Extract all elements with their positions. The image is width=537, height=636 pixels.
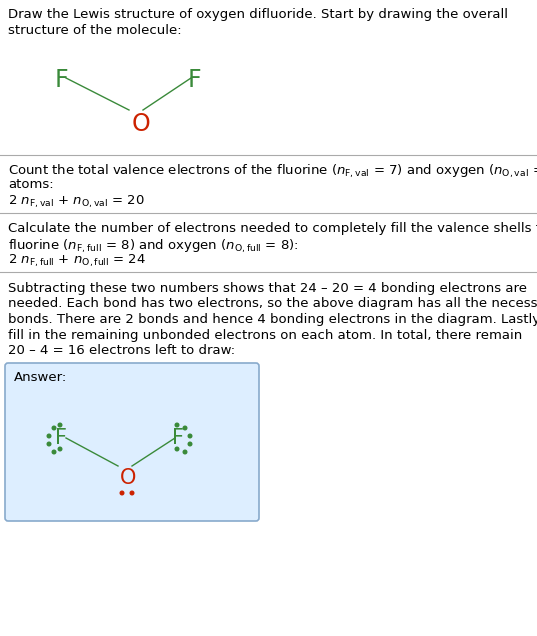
Text: Count the total valence electrons of the fluorine ($n_\mathregular{F,val}$ = 7) : Count the total valence electrons of the… (8, 163, 537, 180)
Circle shape (175, 423, 179, 427)
Text: Draw the Lewis structure of oxygen difluoride. Start by drawing the overall: Draw the Lewis structure of oxygen diflu… (8, 8, 508, 21)
Text: Subtracting these two numbers shows that 24 – 20 = 4 bonding electrons are: Subtracting these two numbers shows that… (8, 282, 527, 295)
Text: structure of the molecule:: structure of the molecule: (8, 24, 182, 36)
Text: bonds. There are 2 bonds and hence 4 bonding electrons in the diagram. Lastly,: bonds. There are 2 bonds and hence 4 bon… (8, 313, 537, 326)
Circle shape (58, 423, 62, 427)
Text: F: F (55, 68, 69, 92)
Circle shape (120, 491, 124, 495)
Text: F: F (172, 428, 184, 448)
Circle shape (188, 442, 192, 446)
Text: F: F (188, 68, 201, 92)
Text: 20 – 4 = 16 electrons left to draw:: 20 – 4 = 16 electrons left to draw: (8, 344, 235, 357)
Circle shape (183, 450, 187, 454)
Text: fluorine ($n_\mathregular{F,full}$ = 8) and oxygen ($n_\mathregular{O,full}$ = 8: fluorine ($n_\mathregular{F,full}$ = 8) … (8, 237, 299, 254)
Circle shape (183, 426, 187, 430)
Text: 2 $n_\mathregular{F,val}$ + $n_\mathregular{O,val}$ = 20: 2 $n_\mathregular{F,val}$ + $n_\mathregu… (8, 194, 145, 211)
Circle shape (58, 447, 62, 451)
Text: O: O (132, 112, 151, 136)
Text: Answer:: Answer: (14, 371, 67, 384)
Text: needed. Each bond has two electrons, so the above diagram has all the necessary: needed. Each bond has two electrons, so … (8, 298, 537, 310)
Text: 2 $n_\mathregular{F,full}$ + $n_\mathregular{O,full}$ = 24: 2 $n_\mathregular{F,full}$ + $n_\mathreg… (8, 253, 146, 270)
Text: atoms:: atoms: (8, 179, 54, 191)
Circle shape (188, 434, 192, 438)
Circle shape (47, 434, 51, 438)
Circle shape (52, 450, 56, 454)
Text: fill in the remaining unbonded electrons on each atom. In total, there remain: fill in the remaining unbonded electrons… (8, 329, 523, 342)
Circle shape (175, 447, 179, 451)
Text: O: O (120, 468, 136, 488)
FancyBboxPatch shape (5, 363, 259, 521)
Text: Calculate the number of electrons needed to completely fill the valence shells f: Calculate the number of electrons needed… (8, 222, 537, 235)
Circle shape (52, 426, 56, 430)
Circle shape (130, 491, 134, 495)
Text: F: F (55, 428, 67, 448)
Circle shape (47, 442, 51, 446)
